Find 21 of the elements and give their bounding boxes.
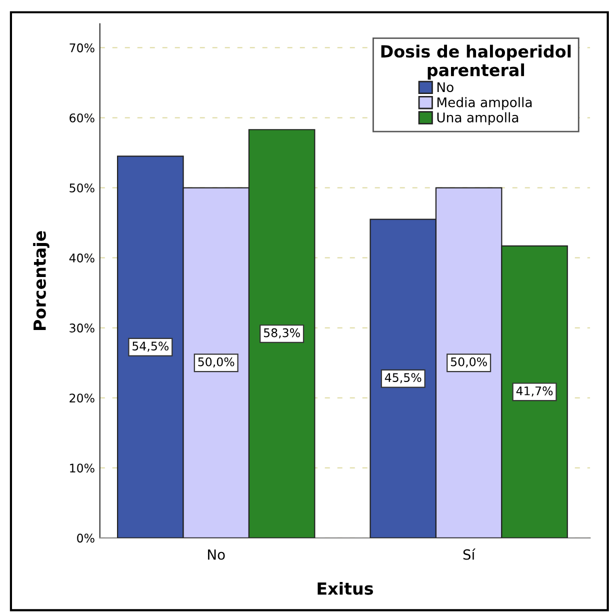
x-axis-title: Exitus (318, 582, 374, 595)
y-axis-title: Porcentaje (33, 231, 50, 330)
y-tick-label: 20% (70, 394, 94, 403)
y-tick-label: 60% (70, 113, 94, 122)
data-label: 50,0% (198, 357, 234, 368)
data-label: 54,5% (132, 342, 169, 352)
y-tick-label: 40% (69, 254, 94, 262)
y-tick-label: 70% (70, 43, 94, 52)
data-label: 58,3% (264, 328, 300, 338)
legend-label: Una ampolla (437, 112, 518, 126)
y-tick-label: 30% (70, 324, 94, 332)
legend-label: No (437, 82, 454, 92)
x-tick-label: Sí (463, 548, 476, 560)
y-tick-label: 50% (70, 183, 94, 192)
legend-title: Dosis de haloperidol parenteral (381, 44, 571, 80)
data-label: 50,0% (450, 357, 487, 368)
y-tick-label: 10% (70, 464, 94, 473)
y-tick-label: 0% (77, 534, 94, 543)
data-label: 45,5% (384, 373, 422, 384)
legend-label: Media ampolla (437, 97, 532, 110)
data-label: 41,7% (516, 386, 553, 397)
